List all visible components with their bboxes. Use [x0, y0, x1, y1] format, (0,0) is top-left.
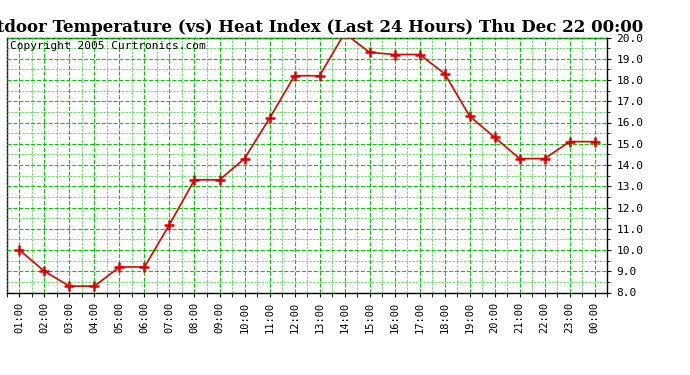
Text: Copyright 2005 Curtronics.com: Copyright 2005 Curtronics.com: [10, 41, 206, 51]
Title: Outdoor Temperature (vs) Heat Index (Last 24 Hours) Thu Dec 22 00:00: Outdoor Temperature (vs) Heat Index (Las…: [0, 19, 644, 36]
